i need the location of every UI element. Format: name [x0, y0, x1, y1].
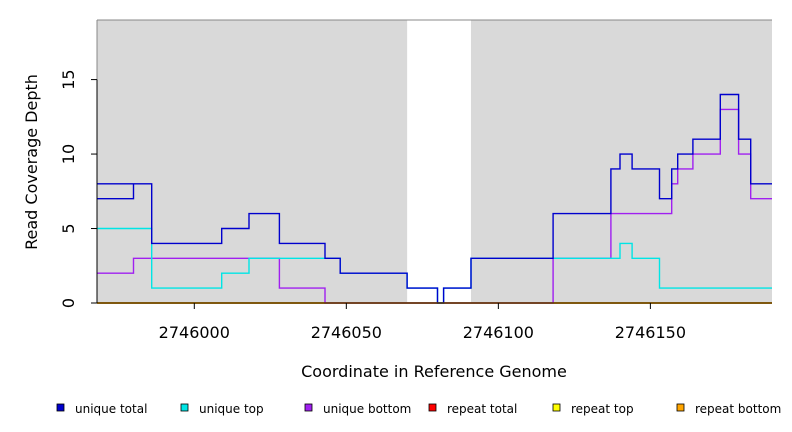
series-line-unique-total	[97, 93, 772, 304]
legend-label-unique-bottom: unique bottom	[323, 402, 411, 416]
legend-swatch-repeat-bottom	[676, 403, 685, 412]
y-tick-label: 0	[59, 298, 78, 308]
x-tick-label: 2746050	[311, 323, 382, 342]
legend-label-repeat-top: repeat top	[571, 402, 634, 416]
legend-label-unique-top: unique top	[199, 402, 264, 416]
legend-label-repeat-total: repeat total	[447, 402, 517, 416]
legend: unique total unique top unique bottom repea…	[56, 402, 781, 416]
x-tick-label: 2746100	[463, 323, 534, 342]
legend-swatch-unique-top	[180, 403, 189, 412]
x-axis-title: Coordinate in Reference Genome	[301, 362, 567, 381]
y-tick-label: 15	[59, 69, 78, 89]
y-tick-label: 10	[59, 144, 78, 164]
legend-label-repeat-bottom: repeat bottom	[695, 402, 781, 416]
y-axis-title: Read Coverage Depth	[22, 74, 41, 250]
x-tick-label: 2746150	[615, 323, 686, 342]
y-tick-label: 5	[59, 223, 78, 233]
axis-layer: 2746000 2746050 2746100 2746150 0 5 10 15	[59, 19, 772, 342]
legend-swatch-unique-total	[56, 403, 65, 412]
x-tick-label: 2746000	[159, 323, 230, 342]
legend-swatch-repeat-top	[552, 403, 561, 412]
legend-swatch-unique-bottom	[304, 403, 313, 412]
legend-swatch-repeat-total	[428, 403, 437, 412]
legend-label-unique-total: unique total	[75, 402, 147, 416]
gap-region	[407, 20, 471, 303]
